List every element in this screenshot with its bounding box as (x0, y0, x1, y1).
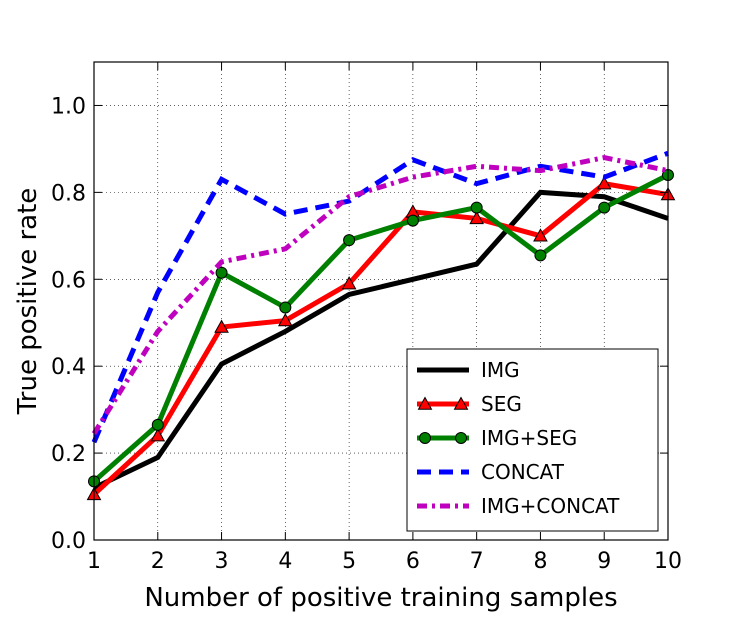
series-line-img-concat (91, 155, 669, 435)
data-point-seg (596, 176, 612, 190)
x-tick-label: 6 (406, 549, 420, 574)
plot-frame (93, 61, 669, 541)
data-point-img-seg (534, 249, 547, 262)
axis-ticks (93, 62, 669, 541)
y-axis-label: True positive rate (13, 188, 43, 416)
legend-marker-seg (417, 396, 433, 410)
data-point-img-seg (598, 201, 611, 214)
legend-label-concat: CONCAT (481, 460, 565, 484)
x-tick-label: 4 (278, 549, 292, 574)
x-tick-label: 5 (342, 549, 356, 574)
x-tick-label: 9 (597, 549, 611, 574)
y-tick-label: 0.2 (51, 442, 86, 467)
y-tick-label: 1.0 (51, 94, 86, 119)
data-point-img-seg (406, 214, 419, 227)
x-tick-label: 8 (533, 549, 547, 574)
series-lines (86, 150, 676, 501)
x-tick-label: 10 (654, 549, 682, 574)
legend-label-img-seg: IMG+SEG (481, 426, 577, 450)
data-point-seg (214, 319, 229, 333)
series-line-seg (92, 181, 669, 497)
data-point-img-seg (470, 201, 483, 214)
legend-label-seg: SEG (481, 392, 522, 416)
x-axis-label: Number of positive training samples (144, 583, 617, 613)
legend-marker-img-seg (419, 432, 431, 444)
data-point-img-seg (343, 234, 356, 247)
y-tick-label: 0.8 (51, 181, 86, 206)
data-point-seg (533, 228, 548, 242)
data-point-img-seg (151, 418, 164, 431)
legend-label-img: IMG (481, 358, 520, 382)
legend: IMG SEG IMG+SEG CONCAT IMG+CONCAT (406, 348, 659, 532)
x-tick-label: 2 (151, 549, 165, 574)
data-point-seg (277, 313, 293, 327)
y-tick-label: 0.0 (51, 529, 86, 554)
data-point-seg (469, 210, 485, 225)
y-tick-label: 0.6 (51, 268, 86, 293)
series-line-img-seg (92, 172, 670, 484)
data-point-seg (341, 276, 357, 290)
legend-label-img-concat: IMG+CONCAT (481, 494, 620, 518)
tick-labels: 1 2 3 4 5 6 7 8 9 10 0.0 0.2 0.4 0.6 0.8 1.0 (51, 94, 682, 574)
x-tick-label: 3 (215, 549, 229, 574)
y-tick-label: 0.4 (51, 355, 86, 380)
x-tick-label: 7 (470, 549, 484, 574)
legend-marker-img-seg (455, 432, 467, 444)
data-point-img-seg (215, 266, 228, 279)
legend-marker-seg (453, 396, 469, 410)
data-point-img-seg (279, 301, 292, 314)
x-tick-label: 1 (87, 549, 101, 574)
series-line-img (92, 189, 669, 491)
data-point-seg (150, 428, 166, 442)
series-line-concat (91, 150, 669, 444)
